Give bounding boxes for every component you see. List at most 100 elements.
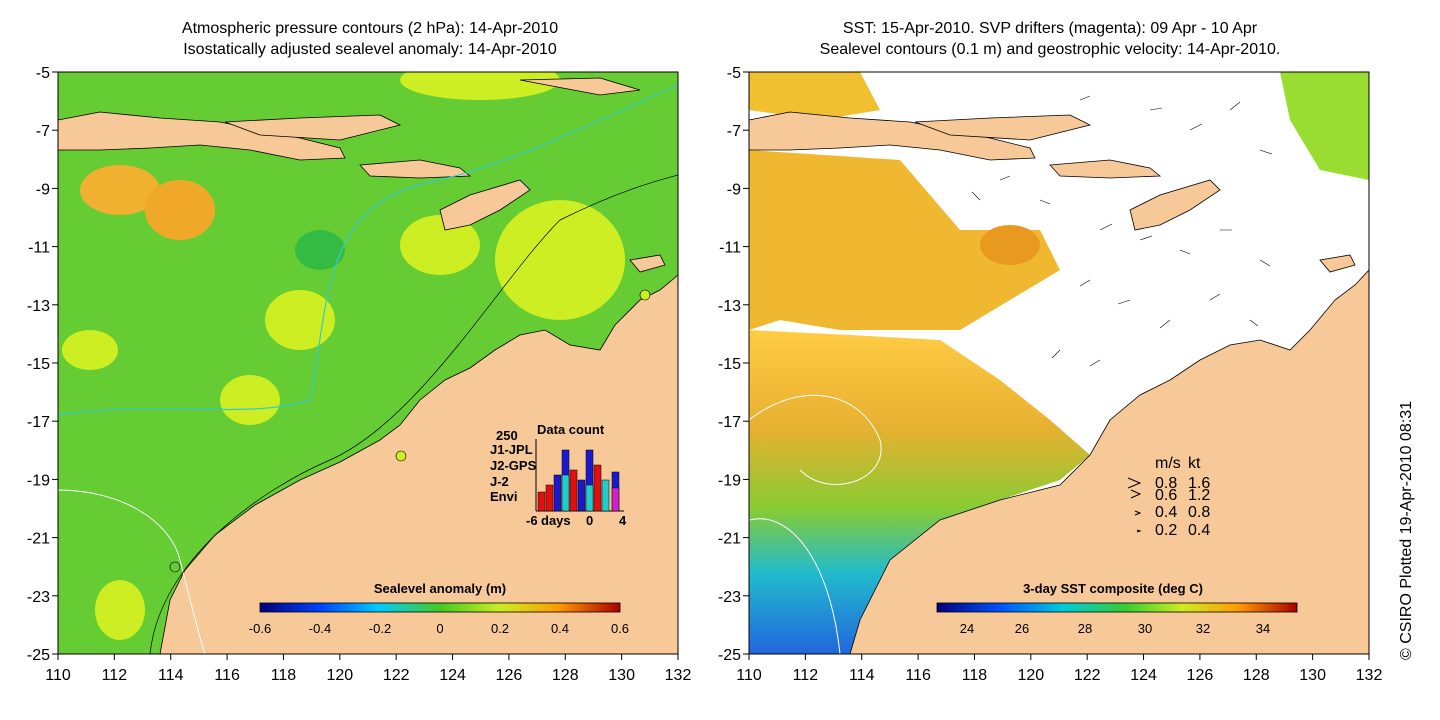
right-colorbar-tick: 34 bbox=[1256, 621, 1270, 636]
velocity-arrow-08 bbox=[1127, 477, 1142, 489]
right-y-tick-label: -19 bbox=[718, 472, 741, 489]
right-colorbar-label: 3-day SST composite (deg C) bbox=[1023, 581, 1203, 596]
right-sst-warm bbox=[749, 150, 1060, 330]
velocity-row-ms: 0.4 bbox=[1155, 504, 1177, 521]
data-count-bar bbox=[561, 474, 570, 512]
data-count-bar bbox=[611, 487, 620, 512]
left-anomaly-blob bbox=[80, 165, 160, 215]
left-x-tick-label: 112 bbox=[102, 667, 128, 684]
left-land-timor bbox=[439, 179, 531, 231]
data-count-bar bbox=[569, 469, 578, 512]
right-sst-patch bbox=[749, 72, 880, 120]
left-x-tick-label: 124 bbox=[439, 667, 466, 684]
velocity-header-ms: m/s bbox=[1155, 455, 1181, 472]
right-land-island bbox=[914, 114, 1092, 141]
left-colorbar-tick: 0 bbox=[436, 621, 443, 636]
left-colorbar-label: Sealevel anomaly (m) bbox=[374, 581, 506, 596]
data-count-bar bbox=[537, 491, 546, 512]
velocity-row-kt: 1.2 bbox=[1188, 487, 1210, 504]
left-y-tick-label: -7 bbox=[36, 123, 50, 140]
data-count-bar bbox=[545, 484, 554, 512]
left-pressure-contour bbox=[58, 84, 678, 416]
left-land-island bbox=[519, 77, 641, 96]
left-anomaly-blob bbox=[400, 72, 560, 100]
velocity-header-kt: kt bbox=[1188, 455, 1201, 472]
right-x-tick-label: 124 bbox=[1130, 667, 1157, 684]
right-x-tick-label: 114 bbox=[849, 667, 875, 684]
right-y-tick-label: -23 bbox=[718, 589, 741, 606]
data-count-bar bbox=[593, 464, 602, 512]
right-x-tick-label: 122 bbox=[1074, 667, 1101, 684]
right-y-tick-label: -9 bbox=[727, 181, 741, 198]
left-y-tick-label: -15 bbox=[27, 356, 50, 373]
left-x-tick-label: 126 bbox=[496, 667, 523, 684]
data-count-inset: Data count 250 J1-JPL J2-GPS J-2 Envi -6… bbox=[490, 422, 627, 528]
legend-j2-gps: J2-GPS bbox=[490, 458, 537, 473]
left-title-line2: Isostatically adjusted sealevel anomaly:… bbox=[183, 41, 557, 58]
legend-j1-jpl: J1-JPL bbox=[490, 442, 533, 457]
right-colorbar-scale bbox=[936, 602, 1298, 613]
left-x-tick-label: 118 bbox=[271, 667, 297, 684]
data-count-tick: 0 bbox=[586, 513, 593, 528]
left-anomaly-blob bbox=[95, 580, 145, 640]
left-x-tick-label: 120 bbox=[326, 667, 353, 684]
left-colorbar-scale bbox=[259, 602, 621, 613]
left-y-tick-label: -9 bbox=[36, 181, 50, 198]
left-colorbar-tick: 0.2 bbox=[491, 621, 509, 636]
right-x-tick-label: 118 bbox=[962, 667, 988, 684]
left-land-java bbox=[58, 111, 346, 161]
right-x-tick-label: 120 bbox=[1017, 667, 1044, 684]
left-colorbar-tick: -0.4 bbox=[309, 621, 331, 636]
right-y-tick-label: -15 bbox=[718, 356, 741, 373]
left-anomaly-blob bbox=[400, 215, 480, 275]
velocity-legend: m/s kt 0.8 1.6 0.6 1.2 0.4 0.8 0.2 0.4 bbox=[1127, 455, 1210, 539]
right-y-tick-label: -13 bbox=[718, 298, 741, 315]
right-land-island bbox=[1319, 254, 1356, 273]
left-x-tick-label: 110 bbox=[45, 667, 71, 684]
left-y-tick-label: -19 bbox=[27, 472, 50, 489]
left-y-tick-label: -25 bbox=[27, 647, 50, 664]
left-colorbar-tick: 0.6 bbox=[611, 621, 629, 636]
right-x-tick-label: 112 bbox=[793, 667, 819, 684]
right-x-tick-label: 110 bbox=[736, 667, 762, 684]
left-y-tick-label: -11 bbox=[28, 240, 50, 257]
data-count-tick: 4 bbox=[619, 513, 627, 528]
data-count-tick: -6 bbox=[526, 513, 538, 528]
right-x-tick-label: 132 bbox=[1356, 667, 1383, 684]
right-title-line2: Sealevel contours (0.1 m) and geostrophi… bbox=[819, 41, 1281, 58]
left-y-tick-label: -13 bbox=[27, 298, 50, 315]
data-count-bar bbox=[601, 479, 610, 512]
left-station-marker bbox=[395, 450, 407, 462]
right-land-java bbox=[749, 111, 1036, 161]
velocity-row-ms: 0.6 bbox=[1155, 487, 1177, 504]
right-y-tick-label: -17 bbox=[718, 414, 741, 431]
left-anomaly-blob bbox=[295, 230, 345, 270]
left-land-island bbox=[359, 159, 472, 179]
left-y-tick-label: -17 bbox=[27, 414, 50, 431]
right-x-tick-label: 128 bbox=[1243, 667, 1270, 684]
data-count-tick: days bbox=[541, 513, 571, 528]
left-x-tick-label: 132 bbox=[665, 667, 692, 684]
velocity-row-ms: 0.8 bbox=[1155, 475, 1177, 492]
right-sst-patch bbox=[1280, 72, 1369, 180]
right-colorbar-tick: 32 bbox=[1196, 621, 1210, 636]
velocity-row-kt: 0.8 bbox=[1188, 504, 1210, 521]
left-colorbar-tick: -0.2 bbox=[369, 621, 391, 636]
geostrophic-velocity-arrows bbox=[971, 95, 1273, 367]
left-title-line1: Atmospheric pressure contours (2 hPa): 1… bbox=[181, 20, 559, 37]
legend-envi: Envi bbox=[490, 489, 517, 504]
data-count-max: 250 bbox=[496, 428, 518, 443]
data-count-title: Data count bbox=[537, 422, 605, 437]
right-sealevel-contour bbox=[749, 394, 882, 485]
right-colorbar: 3-day SST composite (deg C) 24 26 28 30 … bbox=[936, 581, 1298, 636]
velocity-arrow-02 bbox=[1136, 529, 1142, 533]
right-sst-patch bbox=[980, 225, 1040, 265]
left-y-tick-label: -21 bbox=[27, 531, 50, 548]
left-map bbox=[58, 72, 678, 654]
left-colorbar-tick: -0.6 bbox=[249, 621, 271, 636]
right-y-tick-label: -7 bbox=[727, 123, 741, 140]
right-colorbar-tick: 24 bbox=[960, 621, 974, 636]
data-count-bars bbox=[537, 449, 620, 512]
velocity-arrow-04 bbox=[1134, 510, 1142, 516]
